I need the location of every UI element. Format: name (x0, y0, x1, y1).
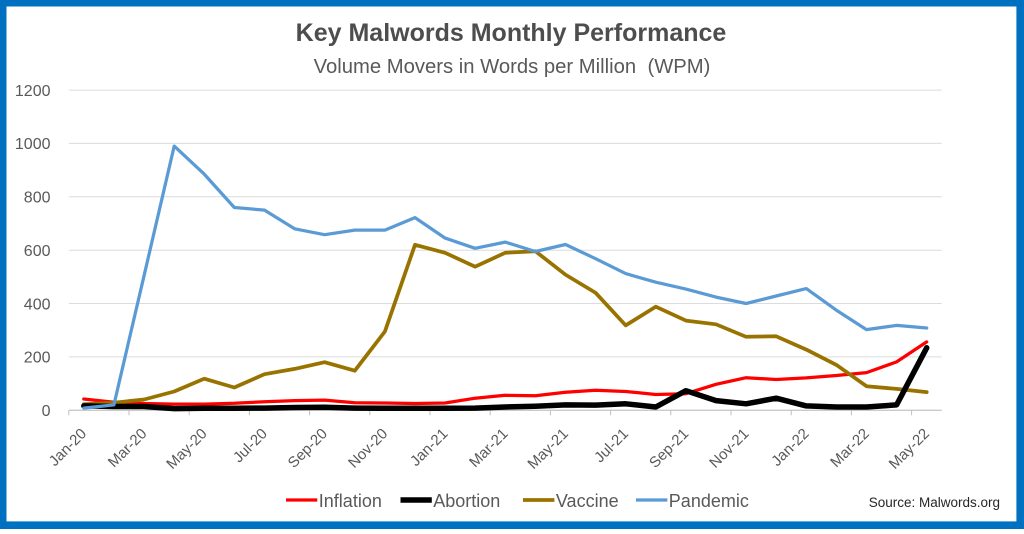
svg-text:400: 400 (24, 296, 51, 313)
svg-text:1000: 1000 (15, 136, 51, 153)
svg-text:Source: Malwords.org: Source: Malwords.org (869, 495, 1000, 510)
svg-text:Inflation: Inflation (319, 491, 382, 511)
svg-text:0: 0 (42, 403, 51, 420)
svg-text:800: 800 (24, 190, 51, 207)
svg-text:1200: 1200 (15, 83, 51, 100)
svg-text:Pandemic: Pandemic (669, 491, 749, 511)
svg-text:Key Malwords Monthly Performan: Key Malwords Monthly Performance (296, 19, 727, 47)
svg-text:Abortion: Abortion (433, 491, 500, 511)
svg-text:Vaccine: Vaccine (556, 491, 619, 511)
svg-text:600: 600 (24, 243, 51, 260)
svg-text:Volume Movers in Words per Mil: Volume Movers in Words per Million (WPM) (314, 56, 711, 78)
svg-text:200: 200 (24, 350, 51, 367)
